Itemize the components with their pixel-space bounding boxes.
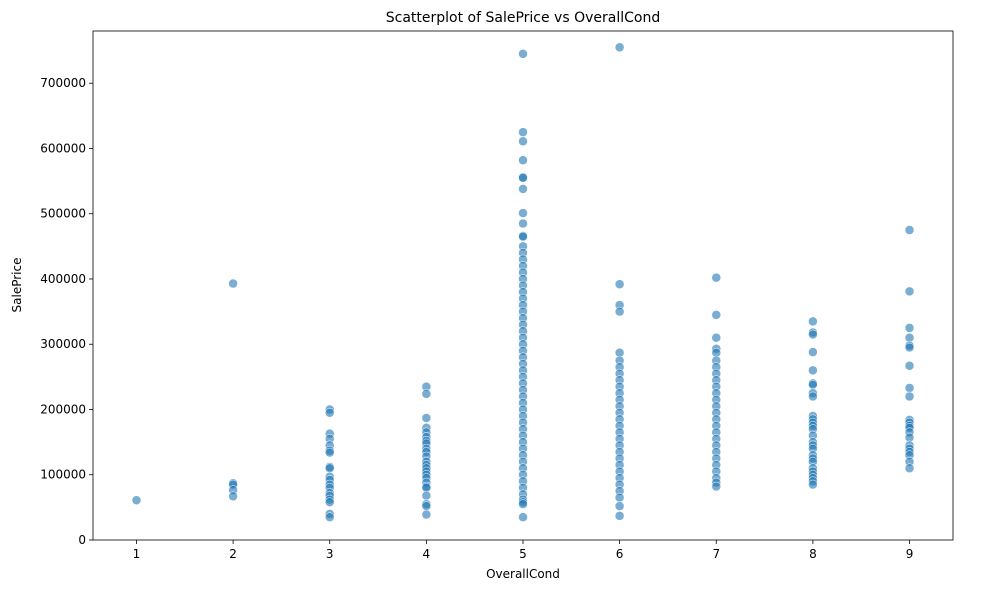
y-tick-label: 300000	[40, 337, 86, 351]
scatter-point	[808, 329, 818, 340]
scatter-point	[614, 492, 625, 503]
scatter-point	[808, 347, 818, 357]
scatter-point	[421, 501, 432, 511]
chart-title: Scatterplot of SalePrice vs OverallCond	[386, 10, 660, 26]
y-axis-label: SalePrice	[10, 258, 24, 313]
scatter-point	[518, 208, 528, 218]
scatter-point	[421, 509, 432, 520]
x-axis-ticks: 1 2 3 4 5 6 7 8 9	[133, 540, 914, 561]
scatter-point	[808, 316, 818, 327]
plot-frame	[92, 30, 954, 541]
scatter-point	[808, 379, 818, 390]
scatter-point	[421, 389, 432, 399]
scatter-point	[324, 497, 335, 507]
scatter-point	[614, 511, 625, 521]
scatter-point	[904, 361, 915, 371]
scatter-point	[808, 391, 818, 402]
y-tick-label: 0	[78, 533, 86, 547]
scatter-point	[904, 463, 915, 473]
x-tick-label: 9	[906, 547, 914, 561]
scatter-point	[518, 512, 528, 522]
x-tick-label: 5	[519, 547, 527, 561]
x-tick-label: 8	[809, 547, 817, 561]
scatter-point	[711, 332, 722, 343]
scatter-point	[711, 310, 722, 320]
scatter-point	[518, 155, 528, 165]
scatter-point	[904, 323, 915, 333]
y-tick-label: 700000	[40, 76, 86, 90]
scatter-point	[614, 501, 625, 511]
x-tick-label: 4	[423, 547, 431, 561]
scatter-point	[711, 272, 722, 283]
x-tick-label: 7	[712, 547, 720, 561]
x-tick-label: 1	[133, 547, 141, 561]
x-tick-label: 2	[229, 547, 237, 561]
y-tick-label: 100000	[40, 468, 86, 482]
scatter-point	[518, 136, 528, 147]
x-tick-label: 3	[326, 547, 334, 561]
scatter-point	[228, 278, 238, 289]
scatter-point	[518, 184, 528, 194]
scatter-point	[228, 491, 238, 502]
x-tick-label: 6	[616, 547, 624, 561]
scatter-point	[904, 225, 915, 235]
scatter-point	[614, 42, 625, 53]
x-axis-label: OverallCond	[486, 567, 560, 581]
scatter-point	[518, 49, 528, 59]
scatter-point	[711, 481, 722, 492]
scatter-point	[421, 490, 432, 501]
scatter-point	[808, 479, 818, 490]
scatter-point	[518, 218, 528, 229]
y-tick-label: 500000	[40, 207, 86, 221]
scatter-point	[518, 499, 528, 509]
scatter-point	[904, 383, 915, 393]
scatter-point	[614, 306, 625, 317]
y-tick-label: 400000	[40, 272, 86, 286]
points-layer	[131, 42, 915, 522]
y-axis-ticks: 0 100000 200000 300000 400000 500000 600000 700…	[40, 76, 93, 547]
scatter-point	[131, 495, 142, 505]
scatter-point	[324, 512, 335, 522]
scatter-point	[904, 391, 915, 402]
scatter-point	[324, 408, 335, 418]
scatter-point	[518, 127, 528, 137]
scatter-point	[614, 279, 625, 289]
scatter-point	[324, 463, 335, 473]
scatter-point	[518, 173, 528, 183]
scatter-point	[808, 365, 818, 376]
scatter-point	[421, 413, 432, 423]
y-tick-label: 200000	[40, 402, 86, 416]
y-tick-label: 600000	[40, 141, 86, 155]
scatter-point	[904, 342, 915, 353]
scatter-point	[324, 447, 335, 458]
scatter-point	[904, 286, 915, 297]
scatter-point	[518, 231, 528, 242]
